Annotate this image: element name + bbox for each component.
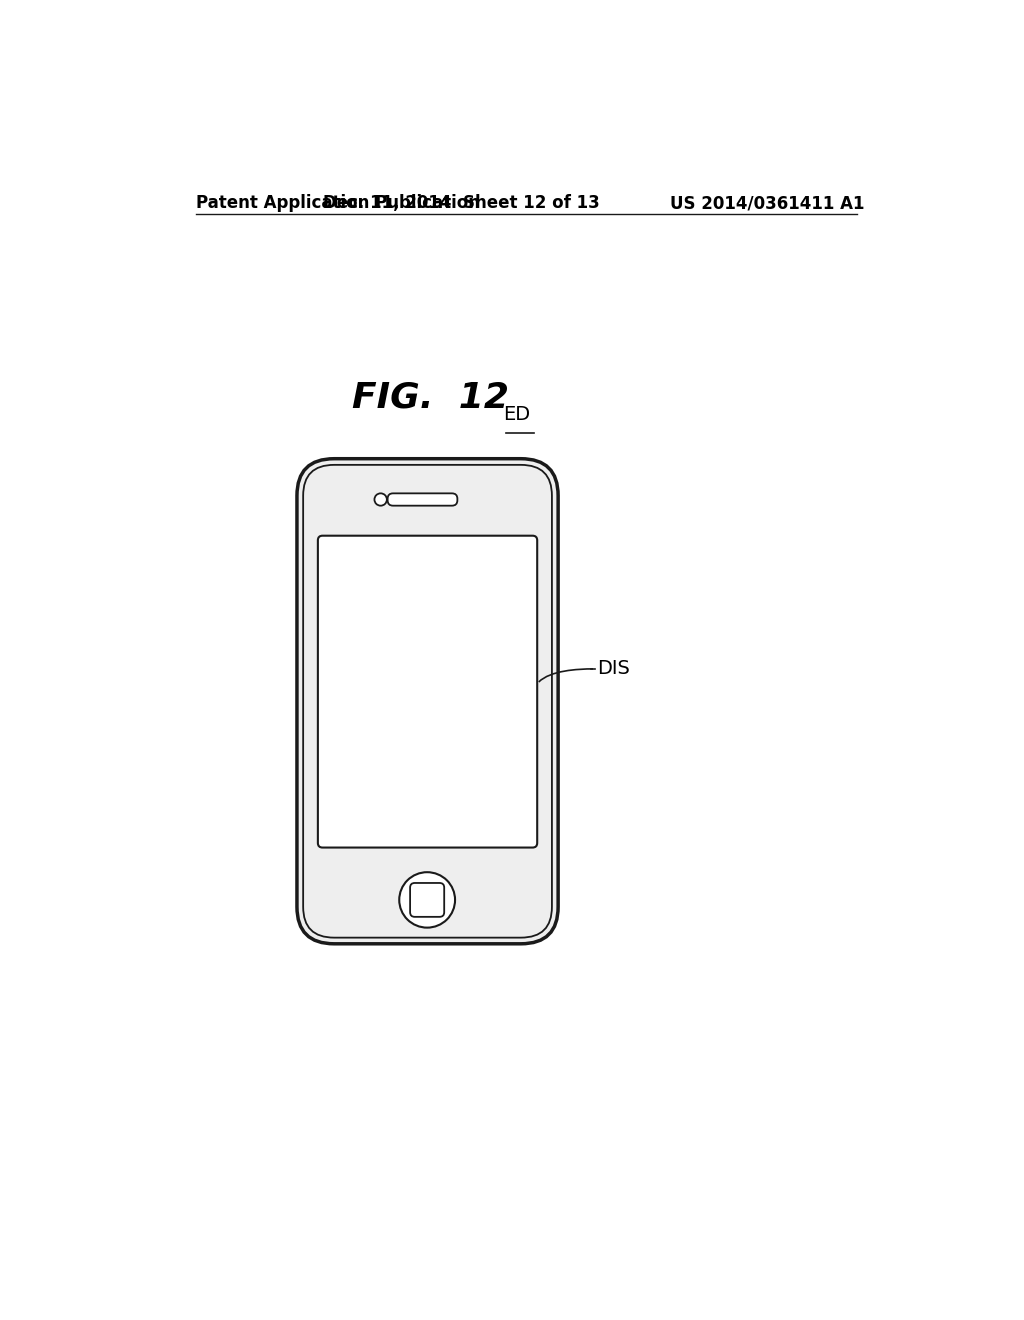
FancyBboxPatch shape [388, 494, 458, 506]
FancyBboxPatch shape [303, 465, 552, 937]
FancyBboxPatch shape [317, 536, 538, 847]
Text: DIS: DIS [597, 660, 630, 678]
Text: FIG.  12: FIG. 12 [352, 380, 509, 414]
Circle shape [399, 873, 455, 928]
Text: ED: ED [504, 405, 530, 424]
Text: Dec. 11, 2014  Sheet 12 of 13: Dec. 11, 2014 Sheet 12 of 13 [323, 194, 600, 213]
Text: Patent Application Publication: Patent Application Publication [197, 194, 480, 213]
Circle shape [375, 494, 387, 506]
Text: US 2014/0361411 A1: US 2014/0361411 A1 [671, 194, 865, 213]
FancyBboxPatch shape [297, 459, 558, 944]
FancyBboxPatch shape [410, 883, 444, 917]
